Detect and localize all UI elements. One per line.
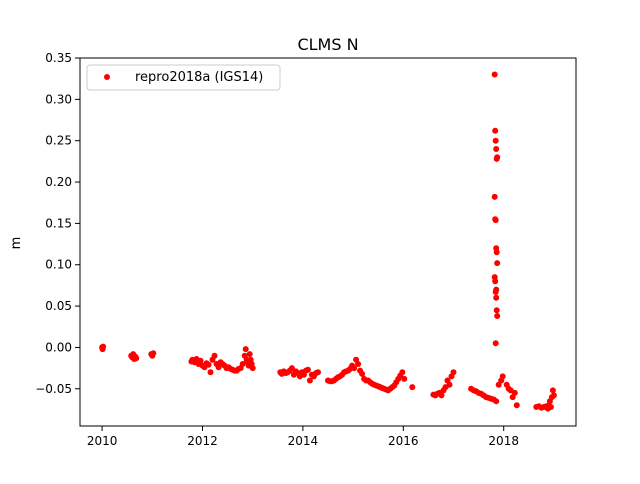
y-tick-label: 0.30 <box>45 92 72 106</box>
data-point <box>315 369 321 376</box>
legend-label: repro2018a (IGS14) <box>135 70 263 85</box>
data-point <box>491 71 498 78</box>
data-point <box>499 373 506 380</box>
data-point <box>511 389 518 396</box>
data-point <box>351 365 358 372</box>
data-point <box>494 154 501 161</box>
data-point <box>100 343 107 350</box>
data-point <box>211 352 218 359</box>
data-point <box>133 355 140 362</box>
data-point <box>492 340 499 347</box>
data-point <box>239 361 246 367</box>
data-point <box>550 392 557 399</box>
legend-marker <box>104 74 110 80</box>
data-point <box>207 369 214 376</box>
points-layer <box>99 71 557 412</box>
data-point <box>513 402 520 409</box>
y-tick-label: 0.05 <box>45 299 72 313</box>
x-tick-label: 2016 <box>388 434 419 448</box>
data-point <box>549 387 556 394</box>
data-point <box>493 307 500 314</box>
chart-title: CLMS N <box>297 35 358 54</box>
data-point <box>446 381 453 388</box>
data-point <box>304 366 311 373</box>
data-point <box>492 137 499 144</box>
data-point <box>288 365 295 372</box>
y-tick-label: 0.20 <box>45 175 72 189</box>
y-tick-label: 0.25 <box>45 134 72 148</box>
ticks-layer: 2010 2012 2014 2016 2018 −0.05 0.00 0.05 0.10 0.1… <box>35 51 519 448</box>
legend-box <box>86 64 281 91</box>
x-tick-label: 2018 <box>488 434 519 448</box>
data-point <box>492 278 499 285</box>
y-tick-label: 0.35 <box>45 51 72 65</box>
data-point <box>150 350 157 357</box>
data-point <box>494 313 501 319</box>
data-point <box>242 346 249 353</box>
data-point <box>359 370 366 377</box>
data-point <box>494 260 501 267</box>
data-point <box>205 361 212 368</box>
y-tick-label: 0.00 <box>45 340 72 354</box>
data-point <box>249 365 256 372</box>
data-point <box>547 404 554 410</box>
data-point <box>197 357 204 364</box>
data-point <box>493 146 500 152</box>
y-tick-label: −0.05 <box>35 382 72 396</box>
y-tick-label: 0.15 <box>45 216 72 230</box>
data-point <box>450 369 457 376</box>
x-tick-label: 2012 <box>187 434 218 448</box>
y-tick-label: 0.10 <box>45 258 72 272</box>
data-point <box>493 398 500 405</box>
legend: repro2018a (IGS14) <box>86 64 281 91</box>
data-point <box>401 375 408 382</box>
data-point <box>492 127 499 134</box>
y-axis-label: m <box>9 237 24 250</box>
x-tick-label: 2010 <box>87 434 118 448</box>
data-point <box>493 294 500 301</box>
data-point <box>492 217 499 224</box>
data-point <box>493 249 500 256</box>
data-point <box>399 369 406 376</box>
data-point <box>215 364 222 371</box>
data-point <box>491 193 498 200</box>
data-point <box>246 351 253 358</box>
data-point <box>409 384 416 391</box>
data-point <box>306 377 313 384</box>
data-point <box>355 361 362 367</box>
plot-frame <box>79 57 577 427</box>
x-tick-label: 2014 <box>288 434 319 448</box>
data-point <box>493 286 500 293</box>
data-point <box>438 392 445 399</box>
